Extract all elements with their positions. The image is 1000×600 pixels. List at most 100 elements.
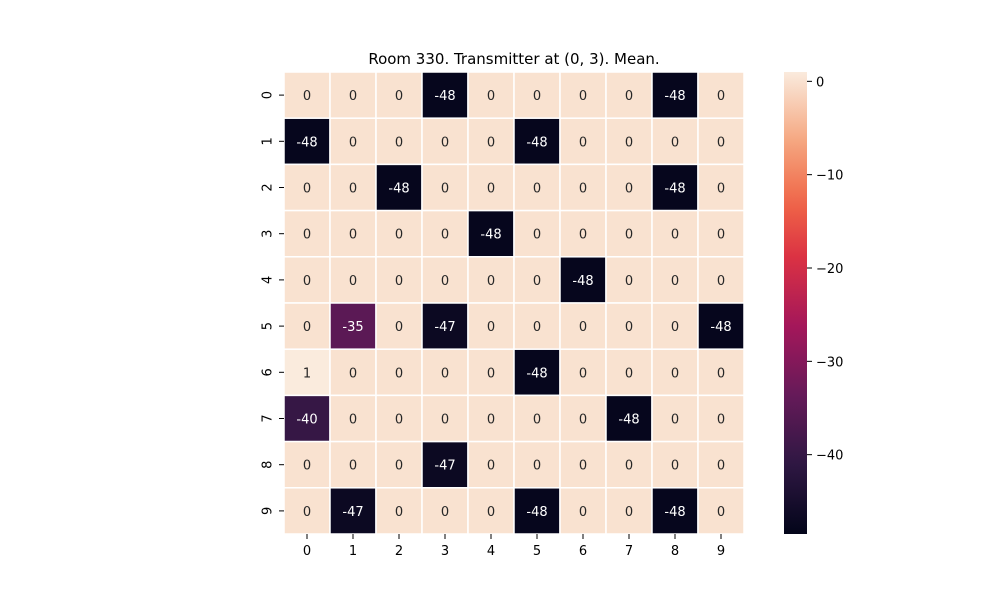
cell-value-label: -40 [296, 413, 317, 428]
x-tick-label: 2 [395, 544, 403, 559]
x-tick-label: 8 [671, 544, 679, 559]
heatmap-cell [559, 440, 607, 489]
heatmap-cell [559, 117, 607, 166]
cell-value-label: 0 [303, 182, 311, 197]
heatmap-cell [605, 440, 653, 489]
cell-value-label: -35 [342, 320, 363, 335]
heatmap-cell [697, 487, 745, 535]
cell-value-label: 0 [625, 182, 633, 197]
heatmap-cell [513, 117, 561, 166]
cell-value-label: 0 [303, 320, 311, 335]
cell-value-label: 0 [303, 505, 311, 520]
cell-value-label: 0 [349, 459, 357, 474]
heatmap-cell [329, 256, 377, 304]
cell-value-label: 0 [671, 228, 679, 243]
heatmap-cell [329, 163, 377, 212]
heatmap-cell [559, 348, 607, 397]
cell-value-label: 0 [533, 274, 541, 289]
heatmap-cells: 0 0 0 -48 0 0 0 0 -48 0 -48 0 0 0 0 -48 0 0 0 0 0 0 -48 0 0 0 0 0 -4… [283, 71, 745, 535]
cell-value-label: 0 [625, 274, 633, 289]
cell-value-label: 0 [717, 505, 725, 520]
cell-value-label: 0 [579, 135, 587, 150]
heatmap-cell [283, 209, 331, 258]
heatmap-cell [605, 71, 653, 119]
heatmap-cell [651, 440, 699, 489]
cell-value-label: 0 [717, 182, 725, 197]
cell-value-label: 0 [303, 459, 311, 474]
x-tick-label: 9 [717, 544, 725, 559]
cell-value-label: 0 [395, 413, 403, 428]
cell-value-label: 0 [579, 89, 587, 104]
cell-value-label: 0 [303, 274, 311, 289]
cell-value-label: 0 [441, 135, 449, 150]
cell-value-label: 0 [671, 413, 679, 428]
cell-value-label: 0 [487, 459, 495, 474]
chart-title: Room 330. Transmitter at (0, 3). Mean. [368, 50, 659, 68]
cell-value-label: -48 [664, 505, 685, 520]
heatmap-cell [697, 256, 745, 304]
heatmap-cell [513, 348, 561, 397]
cell-value-label: 0 [395, 366, 403, 381]
heatmap-cell [697, 348, 745, 397]
cell-value-label: 0 [533, 413, 541, 428]
heatmap-cell [697, 117, 745, 166]
cell-value-label: 0 [579, 182, 587, 197]
cell-value-label: 0 [579, 459, 587, 474]
cell-value-label: 0 [671, 135, 679, 150]
cell-value-label: -48 [618, 413, 639, 428]
x-axis: 0 1 2 3 4 5 6 7 8 9 [303, 534, 725, 559]
cell-value-label: 0 [625, 89, 633, 104]
cell-value-label: -47 [434, 320, 455, 335]
cell-value-label: 0 [487, 413, 495, 428]
cell-value-label: 0 [717, 135, 725, 150]
heatmap-cell [651, 394, 699, 443]
cell-value-label: -48 [710, 320, 731, 335]
cell-value-label: 0 [717, 459, 725, 474]
cell-value-label: 0 [625, 228, 633, 243]
cell-value-label: 0 [349, 274, 357, 289]
cell-value-label: -48 [526, 135, 547, 150]
cell-value-label: 0 [349, 228, 357, 243]
cell-value-label: 0 [395, 135, 403, 150]
heatmap-cell [651, 117, 699, 166]
y-tick-label: 4 [261, 276, 276, 284]
cell-value-label: 0 [395, 505, 403, 520]
cell-value-label: 0 [533, 89, 541, 104]
heatmap-cell [329, 440, 377, 489]
heatmap-cell [559, 256, 607, 304]
cell-value-label: 0 [349, 366, 357, 381]
cell-value-label: 0 [487, 182, 495, 197]
cell-value-label: 0 [671, 320, 679, 335]
x-tick-label: 6 [579, 544, 587, 559]
cell-value-label: 0 [671, 274, 679, 289]
heatmap-cell [651, 302, 699, 350]
heatmap-cell [467, 256, 515, 304]
y-tick-label: 0 [261, 91, 276, 99]
cell-value-label: 0 [533, 459, 541, 474]
heatmap-cell [283, 487, 331, 535]
heatmap-cell [605, 256, 653, 304]
cell-value-label: 0 [717, 366, 725, 381]
heatmap-cell [559, 209, 607, 258]
heatmap-cell [605, 348, 653, 397]
heatmap-cell [697, 71, 745, 119]
y-tick-label: 1 [261, 137, 276, 145]
y-tick-label: 2 [261, 183, 276, 191]
heatmap-cell [513, 256, 561, 304]
cell-value-label: 0 [717, 89, 725, 104]
cell-value-label: 0 [349, 135, 357, 150]
heatmap-cell [559, 163, 607, 212]
cell-value-label: 0 [487, 274, 495, 289]
heatmap-cell [421, 117, 469, 166]
cell-value-label: -48 [296, 135, 317, 150]
cell-value-label: 0 [579, 320, 587, 335]
cell-value-label: 0 [441, 182, 449, 197]
cell-value-label: 0 [441, 228, 449, 243]
cell-value-label: 0 [625, 505, 633, 520]
cell-value-label: 0 [349, 89, 357, 104]
cell-value-label: 0 [579, 413, 587, 428]
cell-value-label: 0 [349, 413, 357, 428]
cell-value-label: 0 [395, 459, 403, 474]
cell-value-label: -47 [434, 459, 455, 474]
